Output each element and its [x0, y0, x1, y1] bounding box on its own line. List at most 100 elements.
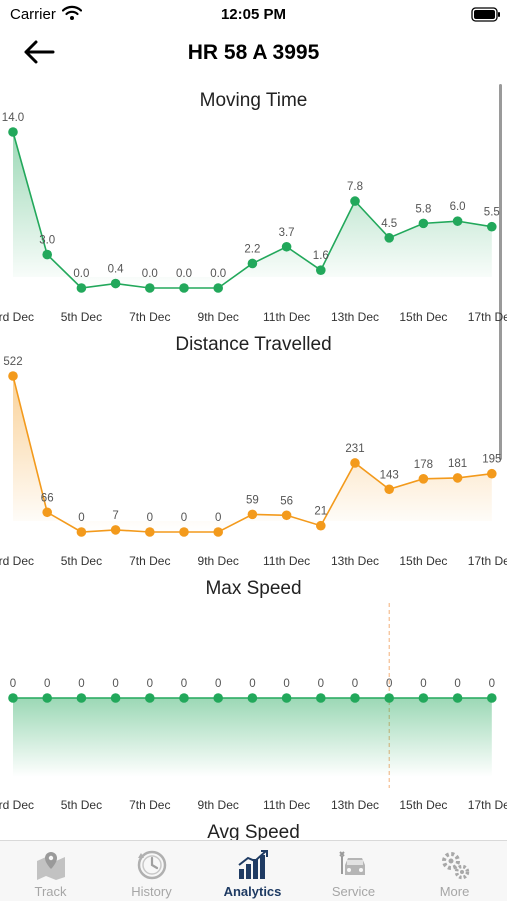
data-point[interactable] — [247, 693, 258, 703]
map-pin-icon — [0, 849, 101, 886]
nav-bar: HR 58 A 3995 — [0, 30, 507, 78]
x-tick-label: 9th Dec — [198, 310, 239, 324]
data-point[interactable] — [452, 693, 463, 703]
data-point[interactable] — [281, 241, 292, 252]
tab-analytics[interactable]: Analytics — [202, 841, 303, 901]
data-label: 0 — [181, 512, 187, 524]
data-point[interactable] — [316, 265, 326, 275]
data-label: 0 — [386, 678, 392, 690]
data-point[interactable] — [179, 527, 189, 537]
data-label: 195 — [482, 454, 501, 466]
data-point[interactable] — [281, 510, 292, 521]
data-point[interactable] — [110, 525, 121, 535]
data-point[interactable] — [316, 520, 326, 531]
x-tick-label: 7th Dec — [129, 310, 170, 324]
data-point[interactable] — [384, 693, 395, 703]
x-tick-label: 5th Dec — [61, 798, 102, 812]
data-point[interactable] — [213, 527, 223, 537]
x-tick-label: 7th Dec — [129, 798, 170, 812]
data-point[interactable] — [76, 283, 87, 293]
tab-service[interactable]: Service — [303, 841, 404, 901]
data-label: 0 — [10, 678, 16, 690]
data-point[interactable] — [350, 693, 360, 703]
moving-time-chart: 14.0 3.0 0.0 0.4 0.0 0.0 0.0 2.2 3.7 1.6 7.8 4.5 5.8… — [0, 112, 507, 324]
x-tick-label: 15th Dec — [399, 554, 447, 568]
x-tick-label: 17th Dec — [468, 798, 507, 812]
x-tick-label: 5th Dec — [61, 554, 102, 568]
data-point[interactable] — [247, 509, 258, 520]
data-label: 0 — [78, 678, 84, 690]
x-tick-label: 15th Dec — [399, 310, 447, 324]
data-point[interactable] — [487, 693, 497, 703]
data-point[interactable] — [110, 278, 121, 289]
data-label: 0 — [78, 512, 84, 524]
data-label: 0 — [44, 678, 50, 690]
x-tick-label: 15th Dec — [399, 798, 447, 812]
data-label: 0 — [215, 678, 221, 690]
data-point[interactable] — [42, 507, 52, 518]
data-label: 56 — [280, 495, 293, 507]
data-label: 0 — [318, 678, 324, 690]
data-point[interactable] — [179, 693, 189, 703]
data-point[interactable] — [384, 484, 395, 495]
data-point[interactable] — [418, 218, 429, 229]
data-point[interactable] — [350, 458, 360, 468]
tab-more-label: More — [439, 884, 470, 899]
data-point[interactable] — [418, 474, 429, 484]
data-label: 522 — [3, 356, 22, 368]
x-tick-label: 7th Dec — [129, 554, 170, 568]
data-point[interactable] — [213, 283, 223, 293]
data-point[interactable] — [213, 693, 223, 703]
data-label: 0 — [489, 678, 495, 690]
data-point[interactable] — [452, 473, 463, 483]
x-tick-label: 9th Dec — [198, 554, 239, 568]
x-tick-label: 3rd Dec — [0, 310, 34, 324]
data-point[interactable] — [145, 283, 155, 293]
data-point[interactable] — [179, 283, 189, 293]
data-point[interactable] — [281, 693, 292, 703]
data-label: 0.0 — [73, 268, 89, 280]
data-label: 0.0 — [142, 268, 158, 280]
data-point[interactable] — [247, 258, 258, 269]
x-tick-label: 17th Dec — [468, 554, 507, 568]
data-point[interactable] — [384, 233, 395, 243]
back-arrow-icon[interactable] — [22, 38, 56, 71]
data-point[interactable] — [8, 127, 18, 137]
data-point[interactable] — [110, 693, 121, 703]
scrollbar[interactable] — [499, 84, 502, 460]
data-label: 3.7 — [279, 227, 295, 239]
wifi-icon — [61, 5, 83, 26]
gears-icon — [404, 849, 505, 886]
data-point[interactable] — [487, 468, 497, 479]
x-tick-label: 13th Dec — [331, 554, 379, 568]
data-point[interactable] — [418, 693, 429, 703]
data-point[interactable] — [145, 693, 155, 703]
data-point[interactable] — [350, 196, 360, 206]
data-point[interactable] — [42, 693, 52, 703]
data-label: 0 — [215, 512, 221, 524]
max-speed-chart: 0 0 0 0 0 0 0 0 0 0 0 0 0 0 0 3rd Dec 5th Dec 7th Dec 9th … — [0, 603, 507, 812]
data-point[interactable] — [76, 693, 87, 703]
x-tick-label: 11th Dec — [263, 554, 310, 568]
data-point[interactable] — [487, 221, 497, 232]
tab-track-label: Track — [34, 884, 67, 899]
series-area — [13, 376, 492, 532]
data-point[interactable] — [42, 249, 52, 260]
data-point[interactable] — [8, 371, 18, 381]
data-label: 181 — [448, 458, 467, 470]
data-label: 3.0 — [39, 235, 55, 247]
tab-track[interactable]: Track — [0, 841, 101, 901]
data-point[interactable] — [316, 693, 326, 703]
data-point[interactable] — [8, 693, 18, 703]
status-bar: Carrier 12:05 PM — [0, 0, 507, 30]
data-label: 0 — [112, 678, 118, 690]
data-label: 0 — [420, 678, 426, 690]
tab-more[interactable]: More — [404, 841, 505, 901]
data-point[interactable] — [76, 527, 87, 537]
data-label: 0 — [181, 678, 187, 690]
data-point[interactable] — [145, 527, 155, 537]
data-point[interactable] — [452, 216, 463, 226]
tab-history[interactable]: History — [101, 841, 202, 901]
clock-time: 12:05 PM — [220, 6, 287, 23]
service-car-icon — [303, 849, 404, 886]
